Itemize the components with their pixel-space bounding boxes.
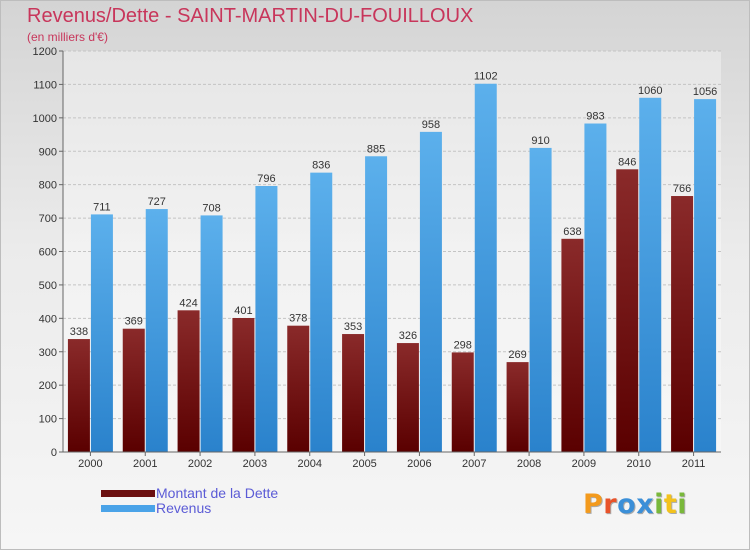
y-tick-label: 500 (39, 280, 57, 292)
data-label-revenus: 727 (148, 196, 166, 208)
bar-revenus (529, 147, 552, 453)
y-tick-label: 1000 (33, 113, 57, 125)
x-tick-label: 2009 (572, 458, 596, 470)
data-label-dette: 638 (563, 226, 581, 238)
bar-dette (232, 317, 255, 452)
x-tick-label: 2004 (298, 458, 322, 470)
bar-revenus (639, 97, 662, 453)
bar-dette (506, 362, 529, 452)
bar-dette (342, 334, 365, 452)
legend-swatch-revenus (101, 505, 155, 512)
bar-revenus (584, 123, 607, 453)
bar-revenus (255, 186, 278, 452)
plot-area (63, 51, 721, 452)
bar-revenus (310, 172, 333, 453)
y-tick-label: 700 (39, 213, 57, 225)
data-label-dette: 269 (508, 349, 526, 361)
x-tick-label: 2003 (243, 458, 267, 470)
y-tick-label: 300 (39, 347, 57, 359)
chart-title: Revenus/Dette - SAINT-MARTIN-DU-FOUILLOU… (27, 5, 474, 27)
bar-revenus (419, 131, 442, 452)
x-tick-label: 2011 (682, 458, 706, 470)
x-tick-label: 2000 (78, 458, 102, 470)
proxiti-logo: Proxiti (583, 489, 688, 520)
bar-revenus (694, 99, 717, 453)
y-tick-label: 100 (39, 414, 57, 426)
data-label-revenus: 1060 (638, 85, 662, 97)
legend-label-revenus: Revenus (156, 500, 212, 516)
data-label-revenus: 958 (422, 119, 440, 131)
y-tick-label: 0 (51, 447, 57, 459)
data-label-revenus: 1102 (474, 71, 498, 83)
x-tick-label: 2001 (133, 458, 157, 470)
data-label-dette: 298 (454, 339, 472, 351)
x-tick-label: 2005 (352, 458, 376, 470)
bar-dette (451, 352, 474, 452)
legend-label-dette: Montant de la Dette (156, 485, 279, 501)
data-label-dette: 846 (618, 156, 636, 168)
x-tick-label: 2008 (517, 458, 541, 470)
bar-dette (67, 339, 90, 452)
bar-dette (122, 328, 145, 452)
bar-revenus (365, 156, 388, 452)
x-tick-label: 2006 (407, 458, 431, 470)
data-label-dette: 766 (673, 183, 691, 195)
data-label-revenus: 1056 (693, 86, 717, 98)
data-label-revenus: 983 (586, 111, 604, 123)
bar-dette (671, 196, 694, 452)
chart-subtitle: (en milliers d'€) (27, 30, 108, 44)
x-tick-label: 2010 (627, 458, 651, 470)
data-label-revenus: 711 (93, 201, 111, 213)
data-label-dette: 353 (344, 321, 362, 333)
bar-revenus (200, 215, 223, 452)
data-label-revenus: 885 (367, 143, 385, 155)
data-label-dette: 378 (289, 313, 307, 325)
data-label-dette: 326 (399, 330, 417, 342)
bar-dette (177, 310, 200, 452)
bar-dette (616, 169, 639, 453)
data-label-revenus: 708 (202, 202, 220, 214)
y-tick-label: 1100 (33, 79, 57, 91)
data-label-dette: 424 (179, 297, 197, 309)
data-label-dette: 401 (234, 305, 252, 317)
bar-dette (561, 238, 584, 452)
y-tick-label: 400 (39, 313, 57, 325)
y-tick-label: 1200 (33, 46, 57, 58)
x-tick-label: 2002 (188, 458, 212, 470)
x-tick-label: 2007 (462, 458, 486, 470)
data-label-revenus: 836 (312, 160, 330, 172)
bar-dette (287, 325, 310, 452)
data-label-revenus: 910 (531, 135, 549, 147)
y-tick-label: 900 (39, 146, 57, 158)
data-label-dette: 369 (125, 316, 143, 328)
bar-revenus (145, 209, 168, 452)
bar-dette (396, 343, 419, 452)
y-tick-label: 800 (39, 180, 57, 192)
data-label-dette: 338 (70, 326, 88, 338)
bar-revenus (474, 83, 497, 452)
y-tick-label: 200 (39, 380, 57, 392)
bar-revenus (90, 214, 113, 452)
legend-swatch-dette (101, 490, 155, 497)
data-label-revenus: 796 (257, 173, 275, 185)
y-tick-label: 600 (39, 247, 57, 259)
